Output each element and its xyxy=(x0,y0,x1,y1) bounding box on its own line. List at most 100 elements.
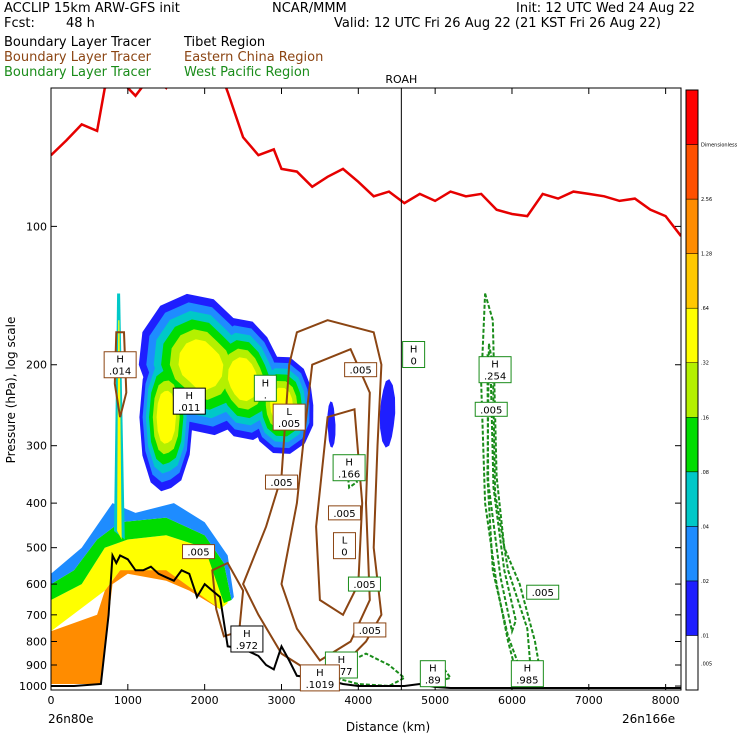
label-hl: H xyxy=(524,664,532,675)
label-box xyxy=(172,387,206,415)
colorbar-low-label: .005 xyxy=(701,662,712,668)
label-hl: H xyxy=(316,668,324,679)
label-box xyxy=(353,622,387,638)
china-contour-2 xyxy=(315,407,364,617)
fill-low-orange xyxy=(51,555,224,684)
legend-china-tracer: Boundary Layer Tracer xyxy=(4,50,151,65)
label-box xyxy=(272,403,306,431)
label-box xyxy=(419,660,446,688)
x-start-label: 26n80e xyxy=(48,712,94,726)
label-hl: H xyxy=(116,355,124,366)
legend-tibet-tracer: Boundary Layer Tracer xyxy=(4,35,151,50)
label-value: .005 xyxy=(532,588,554,599)
colorbar-swatch xyxy=(685,144,699,200)
x-end-label: 26n166e xyxy=(622,712,675,726)
label-box xyxy=(510,660,544,688)
label-hl: L xyxy=(286,407,292,418)
legend-pacific-tracer: Boundary Layer Tracer xyxy=(4,65,151,80)
init-time: Init: 12 UTC Wed 24 Aug 22 xyxy=(516,1,696,16)
label-value: .166 xyxy=(338,470,360,481)
label-box xyxy=(299,664,340,692)
colorbar-swatch xyxy=(685,417,699,473)
x-axis-title: Distance (km) xyxy=(346,720,430,734)
y-tick-label: 200 xyxy=(26,359,47,372)
fcst-value: 48 h xyxy=(66,16,95,31)
label-value: .005 xyxy=(270,478,292,489)
y-tick-label: 700 xyxy=(26,609,47,622)
label-value: 0 xyxy=(341,548,347,559)
model-title: ACCLIP 15km ARW-GFS init xyxy=(4,1,180,16)
pacific-contour-1 xyxy=(486,343,533,680)
colorbar-swatch xyxy=(685,526,699,582)
label-box xyxy=(332,532,356,560)
colorbar-swatch xyxy=(685,198,699,254)
label-hl: H xyxy=(345,458,353,469)
label-box xyxy=(344,362,378,378)
colorbar-level-label: .02 xyxy=(701,579,709,585)
org-label: NCAR/MMM xyxy=(272,1,347,16)
colorbar-swatch xyxy=(685,471,699,527)
label-value: 0 xyxy=(410,357,416,368)
fill-low-yellow xyxy=(51,535,228,632)
y-tick-label: 400 xyxy=(26,497,47,510)
label-value: .011 xyxy=(178,403,200,414)
y-tick-label: 1000 xyxy=(19,680,47,693)
y-axis-title: Pressure (hPa), log scale xyxy=(4,317,18,464)
patch-east-1 xyxy=(379,379,396,448)
label-box xyxy=(478,356,512,384)
label-value: .89 xyxy=(425,676,441,687)
label-value: .014 xyxy=(109,367,131,378)
colorbar-level-label: .64 xyxy=(701,306,709,312)
label-value: .972 xyxy=(236,641,258,652)
label-hl: H xyxy=(338,655,346,666)
legend-pacific-region: West Pacific Region xyxy=(184,65,311,80)
pacific-contour-2 xyxy=(486,354,517,635)
colorbar-swatch xyxy=(685,307,699,363)
colorbar-swatch xyxy=(685,362,699,418)
marker-label: ROAH xyxy=(385,73,417,86)
label-box xyxy=(327,505,361,521)
y-tick-label: 900 xyxy=(26,659,47,672)
valid-time: Valid: 12 UTC Fri 26 Aug 22 (21 KST Fri … xyxy=(334,16,661,31)
fill-low-blue xyxy=(51,503,234,600)
label-box xyxy=(103,351,137,379)
y-tick-label: 600 xyxy=(26,578,47,591)
label-box xyxy=(526,584,560,600)
colorbar-level-label: 1.28 xyxy=(701,252,712,258)
label-box xyxy=(264,474,298,490)
colorbar-level-label: .32 xyxy=(701,361,709,367)
label-box xyxy=(253,374,277,402)
label-hl: L xyxy=(342,536,348,547)
x-tick-label: 4000 xyxy=(344,694,372,707)
plume-blob-5-3 xyxy=(156,390,176,444)
y-tick-label: 100 xyxy=(26,220,47,233)
label-box xyxy=(332,454,366,482)
x-tick-label: 1000 xyxy=(114,694,142,707)
colorbar-level-label: .04 xyxy=(701,524,709,530)
y-tick-label: 800 xyxy=(26,635,47,648)
y-tick-label: 500 xyxy=(26,542,47,555)
tropopause-line xyxy=(51,88,681,237)
label-value: .977 xyxy=(330,667,352,678)
colorbar-frame xyxy=(685,89,699,691)
x-tick-label: 5000 xyxy=(421,694,449,707)
colorbar-level-label: .16 xyxy=(701,415,709,421)
colorbar-white xyxy=(685,635,699,691)
label-value: .005 xyxy=(333,509,355,520)
label-box xyxy=(402,341,426,369)
colorbar-swatch xyxy=(685,580,699,636)
label-value: .005 xyxy=(278,419,300,430)
x-tick-label: 3000 xyxy=(267,694,295,707)
x-tick-label: 7000 xyxy=(575,694,603,707)
x-tick-label: 0 xyxy=(48,694,55,707)
label-value: .005 xyxy=(353,580,375,591)
label-value: .005 xyxy=(349,366,371,377)
label-box xyxy=(230,625,264,653)
label-value: .1019 xyxy=(306,680,335,691)
label-value: .254 xyxy=(484,372,506,383)
colorbar-swatch xyxy=(685,89,699,145)
colorbar-swatch xyxy=(685,253,699,309)
label-hl: H xyxy=(243,629,251,640)
x-tick-label: 2000 xyxy=(191,694,219,707)
